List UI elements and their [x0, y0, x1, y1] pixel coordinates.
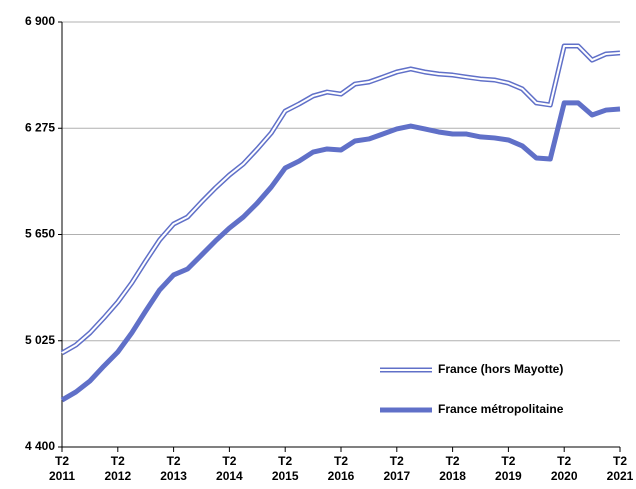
- line-series: [60, 100, 621, 403]
- line-series-inner: [61, 44, 621, 354]
- x-tick-label: T2 2012: [104, 454, 132, 483]
- x-tick-label: T2 2017: [383, 454, 411, 483]
- y-tick-label: 4 400: [25, 439, 55, 453]
- x-tick-label: T2 2016: [327, 454, 355, 483]
- y-tick-label: 6 275: [25, 120, 55, 134]
- y-tick-label: 6 900: [25, 14, 55, 28]
- x-tick-label: T2 2013: [160, 454, 187, 483]
- x-tick-label: T2 2021: [606, 454, 634, 483]
- x-tick-label: T2 2019: [495, 454, 522, 483]
- x-tick-label: T2 2018: [439, 454, 466, 483]
- y-tick-label: 5 025: [25, 333, 55, 347]
- x-tick-label: T2 2015: [271, 454, 299, 483]
- x-tick-label: T2 2011: [48, 454, 76, 483]
- legend-label: France métropolitaine: [438, 402, 564, 416]
- legend-label: France (hors Mayotte): [438, 362, 563, 376]
- x-tick-label: T2 2014: [216, 454, 243, 483]
- y-tick-label: 5 650: [25, 227, 55, 241]
- x-tick-label: T2 2020: [550, 454, 578, 483]
